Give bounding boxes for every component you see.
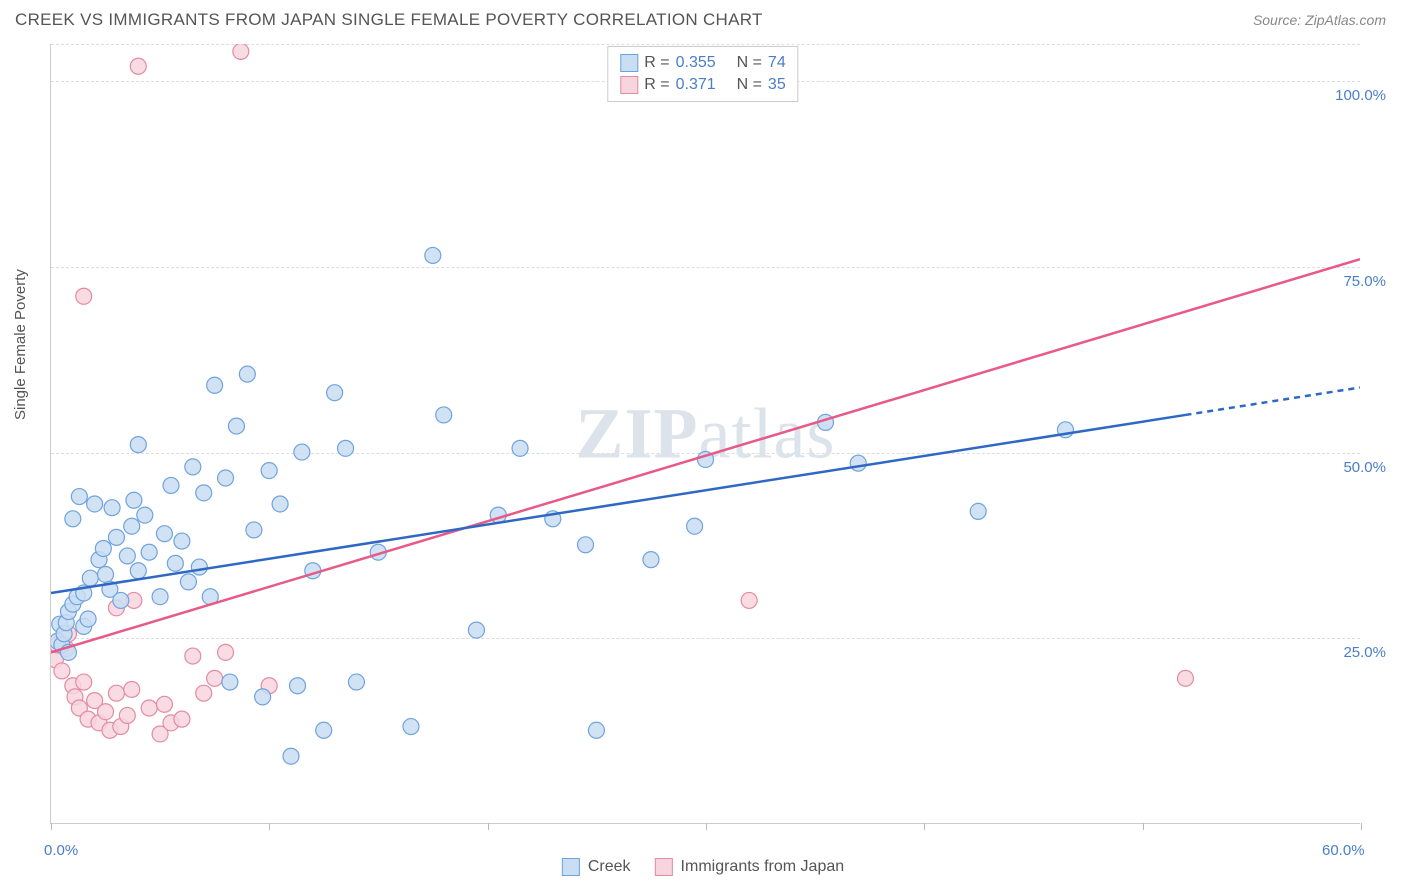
legend-series: Creek Immigrants from Japan [562,858,844,876]
r-value-creek: 0.355 [676,54,716,72]
legend-stats-row-japan: R = 0.371 N = 35 [620,74,785,96]
x-tick-label: 60.0% [1322,842,1365,859]
legend-stats: R = 0.355 N = 74 R = 0.371 N = 35 [607,46,798,102]
swatch-creek-bottom [562,858,580,876]
legend-stats-row-creek: R = 0.355 N = 74 [620,52,785,74]
y-axis-label: Single Female Poverty [12,269,29,420]
legend-item-creek: Creek [562,858,631,876]
scatter-svg [51,44,1360,823]
legend-label-creek: Creek [588,858,631,876]
legend-label-japan: Immigrants from Japan [681,858,845,876]
n-label: N = [737,76,762,94]
x-tick-label: 0.0% [44,842,78,859]
chart-plot-area: ZIPatlas [50,44,1360,824]
n-value-creek: 74 [768,54,786,72]
chart-source: Source: ZipAtlas.com [1253,12,1386,28]
r-label: R = [644,76,669,94]
swatch-creek [620,54,638,72]
r-value-japan: 0.371 [676,76,716,94]
swatch-japan [620,76,638,94]
legend-item-japan: Immigrants from Japan [655,858,845,876]
r-label: R = [644,54,669,72]
chart-header: CREEK VS IMMIGRANTS FROM JAPAN SINGLE FE… [0,0,1406,38]
chart-title: CREEK VS IMMIGRANTS FROM JAPAN SINGLE FE… [15,10,763,30]
n-label: N = [737,54,762,72]
n-value-japan: 35 [768,76,786,94]
swatch-japan-bottom [655,858,673,876]
